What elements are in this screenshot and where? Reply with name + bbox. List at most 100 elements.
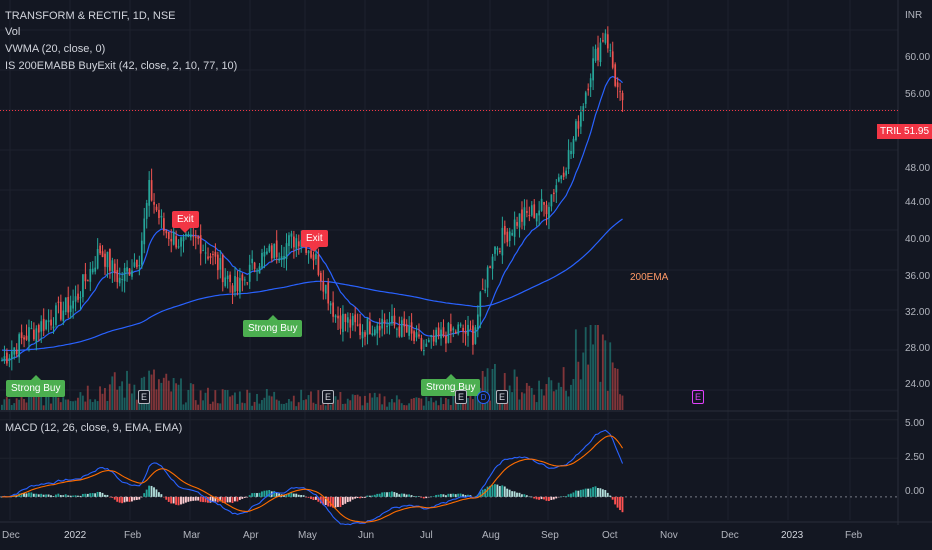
vwma-legend[interactable]: VWMA (20, close, 0) — [5, 43, 106, 55]
candle-body — [457, 324, 460, 334]
macd-histogram-bar — [302, 495, 305, 497]
candle-body — [359, 323, 361, 336]
macd-histogram-bar — [390, 491, 393, 497]
candle-body — [30, 328, 33, 330]
volume-legend[interactable]: Vol — [5, 26, 21, 38]
volume-bar — [582, 352, 585, 410]
volume-bar — [236, 403, 239, 410]
earnings-badge[interactable]: E — [455, 390, 467, 404]
candle-body — [74, 296, 77, 302]
volume-bar — [283, 403, 285, 410]
macd-histogram-bar — [557, 496, 560, 498]
macd-legend[interactable]: MACD (12, 26, close, 9, EMA, EMA) — [5, 422, 183, 434]
macd-histogram-bar — [518, 492, 521, 497]
earnings-badge[interactable]: E — [138, 390, 150, 404]
candle-body — [288, 235, 290, 247]
volume-bar — [376, 397, 379, 410]
macd-histogram-bar — [582, 489, 585, 497]
macd-histogram-bar — [420, 496, 423, 498]
candle-body — [530, 205, 533, 216]
candle-body — [319, 272, 322, 282]
macd-histogram-bar — [400, 493, 403, 497]
macd-histogram-bar — [182, 496, 185, 504]
candle-body — [393, 315, 396, 326]
earnings-badge[interactable]: E — [322, 390, 334, 404]
macd-histogram-bar — [67, 495, 70, 497]
macd-histogram-bar — [415, 496, 418, 497]
volume-bar — [207, 387, 209, 410]
candle-body — [40, 321, 43, 332]
candle-body — [153, 202, 155, 205]
volume-bar — [263, 397, 266, 410]
macd-histogram-bar — [538, 496, 541, 500]
volume-bar — [356, 394, 359, 410]
candle-body — [45, 320, 48, 330]
volume-bar — [403, 405, 406, 410]
macd-histogram-bar — [307, 496, 310, 498]
macd-histogram-bar — [447, 493, 450, 497]
macd-histogram-bar — [606, 492, 609, 497]
volume-bar — [520, 392, 523, 410]
macd-histogram-bar — [292, 493, 295, 497]
candle-body — [415, 332, 418, 338]
volume-bar — [64, 399, 67, 410]
candle-body — [268, 245, 271, 252]
candle-body — [212, 254, 214, 256]
macd-histogram-bar — [96, 491, 99, 497]
candle-body — [285, 243, 288, 259]
candle-body — [197, 236, 200, 239]
volume-bar — [45, 391, 48, 410]
volume-bar — [1, 404, 3, 410]
macd-histogram-bar — [211, 496, 214, 503]
candle-body — [543, 202, 545, 205]
earnings-badge[interactable]: E — [692, 390, 704, 404]
dividend-badge[interactable]: D — [477, 391, 490, 404]
candle-body — [371, 333, 374, 335]
macd-tick: 0.00 — [905, 486, 925, 497]
macd-histogram-bar — [312, 496, 315, 501]
macd-histogram-bar — [560, 496, 563, 497]
candle-body — [560, 175, 563, 179]
macd-histogram-bar — [621, 496, 624, 513]
volume-bar — [354, 395, 357, 410]
macd-histogram-bar — [234, 496, 236, 502]
candle-body — [275, 240, 278, 258]
macd-histogram-bar — [540, 496, 543, 500]
macd-histogram-bar — [231, 496, 234, 504]
earnings-badge[interactable]: E — [496, 390, 508, 404]
candle-body — [548, 206, 550, 218]
macd-histogram-bar — [604, 490, 607, 497]
volume-bar — [341, 403, 344, 410]
macd-histogram-bar — [133, 496, 136, 501]
buyexit-legend[interactable]: IS 200EMABB BuyExit (42, close, 2, 10, 7… — [5, 60, 238, 72]
candle-body — [511, 232, 514, 236]
volume-bar — [422, 405, 425, 410]
candle-body — [170, 239, 173, 242]
macd-histogram-bar — [395, 492, 398, 497]
volume-bar — [67, 399, 70, 410]
macd-histogram-bar — [256, 493, 258, 497]
macd-histogram-bar — [104, 494, 106, 497]
macd-histogram-bar — [160, 494, 163, 497]
volume-bar — [226, 390, 229, 410]
macd-histogram-bar — [40, 493, 43, 497]
candle-body — [295, 238, 298, 249]
candle-body — [128, 268, 131, 276]
macd-histogram-bar — [508, 489, 511, 497]
macd-histogram-bar — [275, 492, 278, 497]
volume-bar — [312, 402, 315, 410]
volume-bar — [562, 367, 565, 410]
candle-body — [28, 327, 30, 342]
volume-bar — [302, 400, 305, 410]
macd-histogram-bar — [241, 496, 244, 499]
candle-body — [126, 267, 128, 272]
macd-histogram-bar — [346, 496, 349, 503]
volume-bar — [221, 389, 224, 410]
macd-histogram-bar — [101, 492, 104, 497]
macd-histogram-bar — [378, 493, 381, 497]
volume-bar — [251, 405, 254, 410]
macd-histogram-bar — [81, 493, 84, 497]
candle-body — [376, 325, 379, 334]
candle-body — [236, 277, 239, 291]
